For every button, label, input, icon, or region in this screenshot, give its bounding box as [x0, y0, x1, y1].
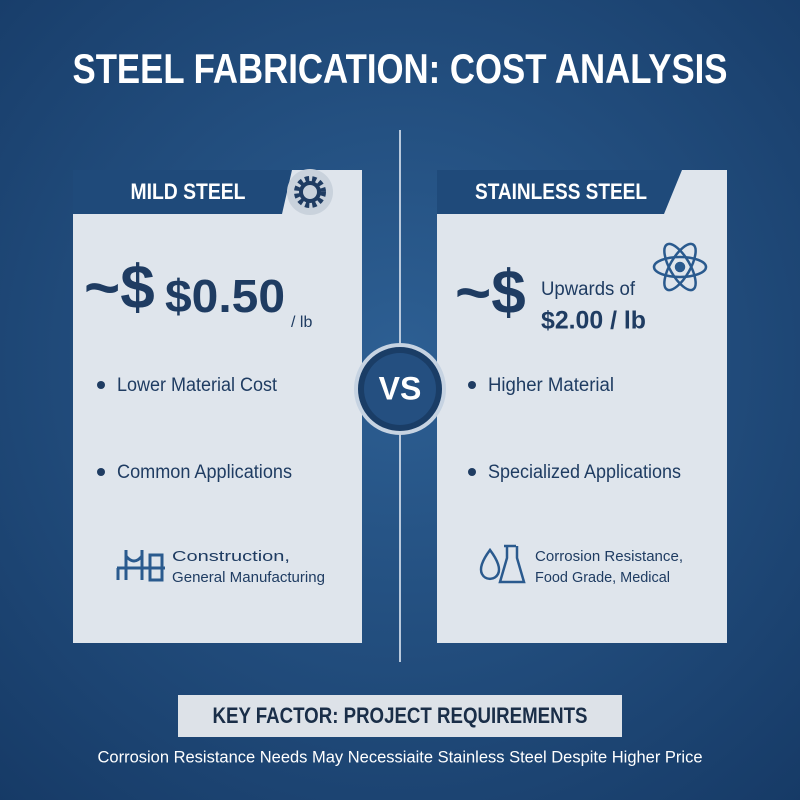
bullet: Higher Material — [488, 375, 614, 396]
application: Food Grade, Medical — [535, 569, 670, 586]
price-amount: $2.00 / lb — [541, 307, 646, 335]
bullet-dot — [97, 381, 105, 389]
bullet: Lower Material Cost — [117, 375, 278, 396]
lab-icon — [479, 544, 526, 584]
atom-icon — [652, 242, 708, 292]
card: MILD STEEL ~$ $0.50 / lb Lower Material … — [73, 169, 362, 643]
card-body — [73, 170, 362, 643]
card-header: STAINLESS STEEL — [475, 179, 647, 204]
vs-badge: VS — [354, 343, 446, 435]
card-header-band — [73, 170, 292, 214]
bullet: Common Applications — [117, 462, 292, 483]
bullet-dot — [468, 468, 476, 476]
gear-icon — [287, 169, 333, 215]
bullet: Specialized Applications — [488, 462, 681, 483]
title: STEEL FABRICATION: COST ANALYSIS — [73, 45, 728, 92]
bullet-dot — [97, 468, 105, 476]
card: STAINLESS STEEL ~$ Upwards of $2.00 / lb… — [437, 170, 727, 643]
price-symbol: ~$ — [84, 253, 155, 322]
footer-note: Corrosion Resistance Needs May Necessiai… — [98, 747, 703, 766]
footer-box — [178, 695, 622, 737]
bridge-icon — [116, 550, 165, 582]
application: Construction, — [172, 548, 290, 565]
footer-heading: KEY FACTOR: PROJECT REQUIREMENTS — [213, 703, 588, 728]
card-header: MILD STEEL — [131, 179, 246, 204]
price-amount: $0.50 — [165, 270, 285, 322]
price-prefix: Upwards of — [541, 279, 636, 300]
price-symbol: ~$ — [455, 258, 526, 327]
card-header-band — [437, 170, 682, 214]
price-unit: / lb — [291, 314, 312, 331]
bullet-dot — [468, 381, 476, 389]
vs-label: VS — [379, 370, 422, 406]
application: Corrosion Resistance, — [535, 548, 683, 565]
application: General Manufacturing — [172, 569, 325, 586]
